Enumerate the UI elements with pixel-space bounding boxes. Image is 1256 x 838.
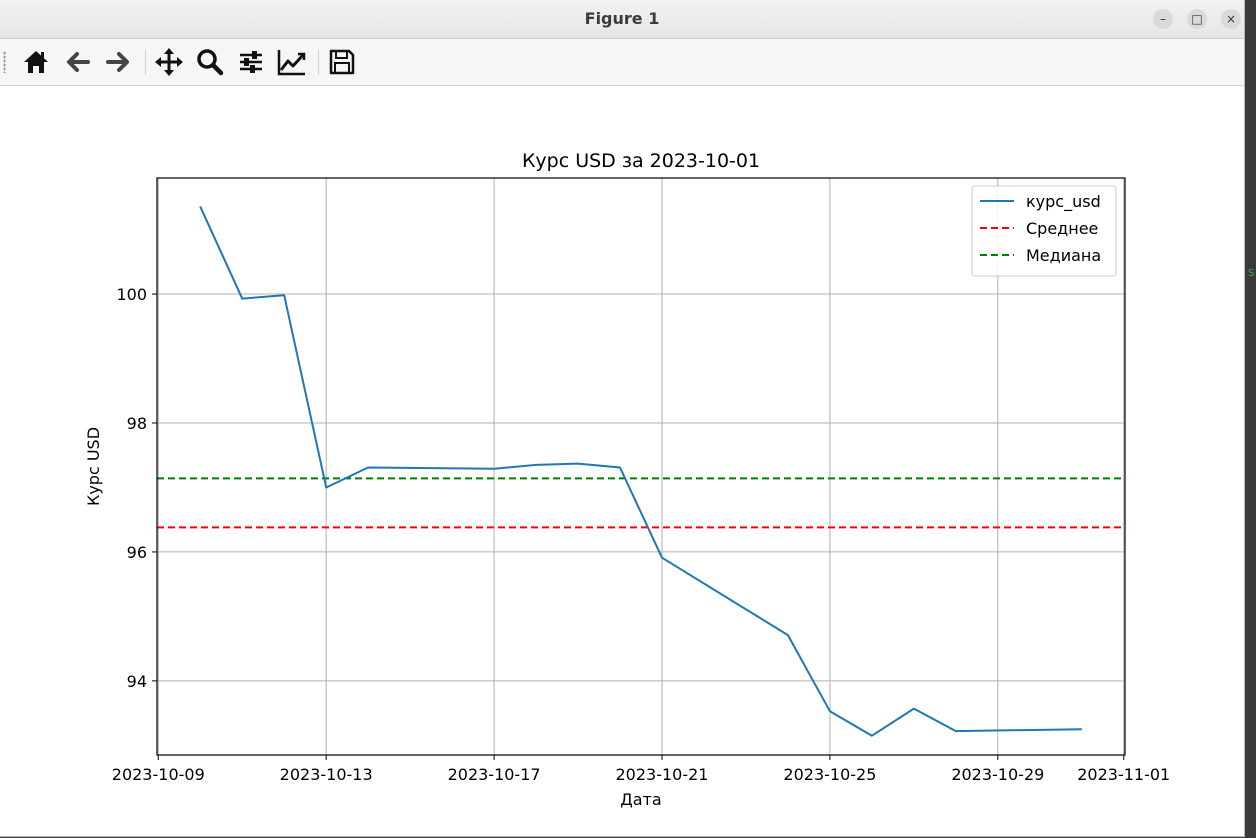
y-tick-label: 94 [127,672,147,691]
x-tick-label: 2023-11-01 [1077,765,1170,784]
x-tick-label: 2023-10-25 [783,765,876,784]
y-tick-label: 96 [127,543,147,562]
y-tick-label: 100 [116,285,147,304]
toolbar-separator [145,49,146,75]
minimize-button[interactable]: – [1153,9,1173,29]
toolbar [0,39,1244,86]
x-tick-label: 2023-10-17 [448,765,541,784]
floppy-disk-icon [329,49,355,75]
maximize-button[interactable]: □ [1187,9,1207,29]
close-button[interactable]: × [1221,9,1241,29]
window-title: Figure 1 [584,9,660,28]
forward-button[interactable] [101,45,135,79]
y-axis-label: Курс USD [84,427,103,506]
magnifier-icon [197,49,224,76]
x-tick-label: 2023-10-13 [280,765,373,784]
legend-label: курс_usd [1026,192,1101,212]
subplots-button[interactable] [234,45,268,79]
sliders-icon [240,51,262,73]
trend-chart-icon [277,50,306,76]
move-icon [155,48,183,76]
pan-button[interactable] [152,45,186,79]
x-tick-label: 2023-10-29 [951,765,1044,784]
x-tick-label: 2023-10-09 [112,765,205,784]
chart-title: Курс USD за 2023-10-01 [522,150,760,172]
toolbar-separator [318,49,319,75]
save-button[interactable] [325,45,359,79]
line-chart: 2023-10-09 2023-10-13 2023-10-17 2023-10-21… [84,150,1170,809]
usd-rate-line [199,205,1082,737]
x-axis-label: Дата [620,790,661,809]
arrow-left-icon [67,52,90,72]
arrow-right-icon [106,52,129,72]
plot-frame [156,177,1126,756]
legend [971,185,1117,277]
figure-canvas[interactable]: 2023-10-09 2023-10-13 2023-10-17 2023-10-21… [0,86,1244,836]
home-button[interactable] [19,45,53,79]
back-button[interactable] [61,45,95,79]
edge-text: S [1248,268,1255,279]
toolbar-grip[interactable] [3,51,6,73]
zoom-button[interactable] [193,45,227,79]
edit-axes-button[interactable] [275,45,309,79]
legend-label: Медиана [1026,246,1101,265]
x-tick-label: 2023-10-21 [615,765,708,784]
y-tick-label: 98 [127,414,147,433]
home-icon [24,51,48,73]
title-bar[interactable]: Figure 1 – □ × [0,0,1244,39]
legend-label: Среднее [1026,219,1098,238]
